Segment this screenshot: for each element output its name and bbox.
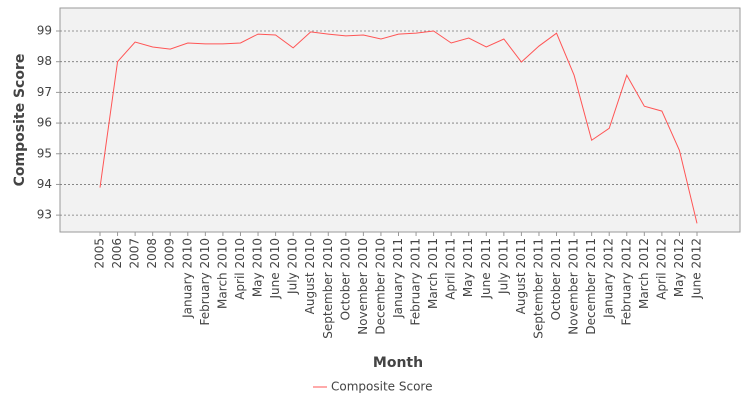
x-tick-label: March 2011 — [426, 238, 440, 309]
x-tick-label: 2007 — [128, 238, 142, 269]
x-tick-label: 2008 — [145, 238, 159, 269]
x-tick-label: August 2011 — [514, 238, 528, 314]
x-tick-label: March 2012 — [637, 238, 651, 309]
x-tick-label: April 2011 — [444, 238, 458, 300]
y-tick-label: 94 — [37, 177, 52, 191]
x-tick-label: 2005 — [93, 238, 107, 269]
x-tick-label: January 2011 — [391, 238, 405, 319]
x-tick-label: February 2010 — [198, 238, 212, 326]
x-tick-label: May 2010 — [251, 238, 265, 297]
x-tick-label: 2009 — [163, 238, 177, 269]
x-tick-label: September 2010 — [321, 238, 335, 339]
line — [99, 30, 698, 224]
x-axis-title: Month — [373, 355, 423, 371]
x-tick-label: February 2012 — [619, 238, 633, 326]
x-tick-label: June 2012 — [690, 238, 704, 300]
x-tick-label: January 2010 — [180, 238, 194, 319]
x-tick-label: November 2010 — [356, 238, 370, 335]
y-tick-label: 97 — [37, 85, 52, 99]
x-tick-label: May 2012 — [672, 238, 686, 297]
y-tick-label: 93 — [37, 208, 52, 222]
x-tick-label: October 2011 — [549, 238, 563, 320]
legend-label: Composite Score — [331, 380, 432, 394]
x-tick-label: August 2010 — [303, 238, 317, 314]
x-tick-label: December 2011 — [584, 238, 598, 335]
x-tick-label: January 2012 — [602, 238, 616, 319]
x-tick-label: July 2010 — [286, 238, 300, 295]
x-tick-label: December 2010 — [373, 238, 387, 335]
x-tick-label: June 2010 — [268, 238, 282, 300]
y-tick-label: 99 — [37, 24, 52, 38]
x-tick-label: April 2012 — [654, 238, 668, 300]
x-tick-label: May 2011 — [461, 238, 475, 297]
y-tick-label: 95 — [37, 146, 52, 160]
x-tick-label: July 2011 — [496, 238, 510, 295]
y-axis-title: Composite Score — [12, 54, 28, 187]
x-tick-label: February 2011 — [409, 238, 423, 326]
x-tick-label: October 2010 — [338, 238, 352, 320]
plot-area — [59, 7, 741, 233]
x-tick-label: June 2011 — [479, 238, 493, 300]
x-tick-label: 2006 — [110, 238, 124, 269]
y-tick-label: 98 — [37, 54, 52, 68]
x-tick-label: April 2010 — [233, 238, 247, 300]
y-tick-label: 96 — [37, 116, 52, 130]
x-tick-label: September 2011 — [531, 238, 545, 339]
x-tick-label: March 2010 — [215, 238, 229, 309]
x-tick-label: November 2011 — [567, 238, 581, 335]
